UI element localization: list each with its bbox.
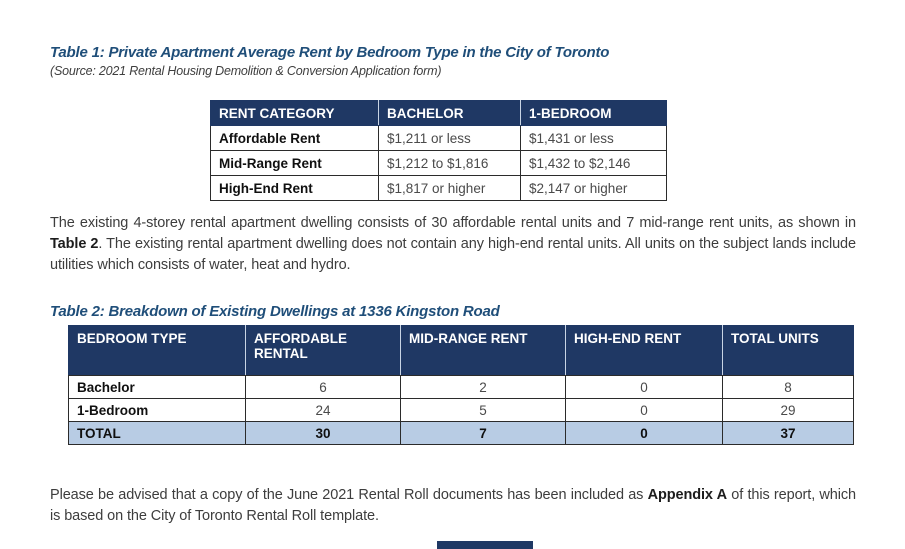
table2-title: Table 2: Breakdown of Existing Dwellings… (50, 303, 500, 320)
table2-header-row: BEDROOM TYPE AFFORDABLE RENTAL MID-RANGE… (68, 325, 854, 376)
table1-cell-bachelor: $1,212 to $1,816 (378, 150, 521, 176)
table2-header-high-end-rent: HIGH-END RENT (565, 325, 723, 376)
table-row: Bachelor 6 2 0 8 (68, 375, 854, 399)
table-row: Mid-Range Rent $1,212 to $1,816 $1,432 t… (210, 150, 667, 176)
table-row: 1-Bedroom 24 5 0 29 (68, 398, 854, 422)
paragraph-rental-roll: Please be advised that a copy of the Jun… (50, 485, 856, 527)
table1-cell-category: High-End Rent (210, 175, 379, 201)
table2-cell-total: 8 (722, 375, 854, 399)
table2-total-row: TOTAL 30 7 0 37 (68, 421, 854, 445)
table2-header-bedroom-type: BEDROOM TYPE (68, 325, 246, 376)
paragraph-existing-units: The existing 4-storey rental apartment d… (50, 213, 856, 276)
table1-cell-1-bedroom: $2,147 or higher (520, 175, 667, 201)
table1-source-note: (Source: 2021 Rental Housing Demolition … (50, 64, 442, 78)
table2-cell-high-end: 0 (565, 375, 723, 399)
table1-header-row: RENT CATEGORY BACHELOR 1-BEDROOM (210, 100, 667, 126)
table-row: High-End Rent $1,817 or higher $2,147 or… (210, 175, 667, 201)
paragraph-text: of this report, which is based on the Ci… (50, 487, 856, 524)
table2-cell-total-units-total: 37 (722, 421, 854, 445)
table2-cell-affordable: 6 (245, 375, 401, 399)
table2-cell-mid-range: 2 (400, 375, 566, 399)
table2-header-affordable-rental: AFFORDABLE RENTAL (245, 325, 401, 376)
table-row: Affordable Rent $1,211 or less $1,431 or… (210, 125, 667, 151)
table1-header-1-bedroom: 1-BEDROOM (520, 100, 667, 126)
table2-dwelling-breakdown: BEDROOM TYPE AFFORDABLE RENTAL MID-RANGE… (68, 325, 854, 445)
table2-header-mid-range-rent: MID-RANGE RENT (400, 325, 566, 376)
table2-cell-bedroom-type: 1-Bedroom (68, 398, 246, 422)
table2-cell-mid-range: 5 (400, 398, 566, 422)
table2-cell-total-label: TOTAL (68, 421, 246, 445)
table1-cell-bachelor: $1,211 or less (378, 125, 521, 151)
paragraph-text: Please be advised that a copy of the Jun… (50, 487, 648, 503)
paragraph-text: . The existing rental apartment dwelling… (50, 236, 856, 273)
table2-cell-mid-range-total: 7 (400, 421, 566, 445)
table1-cell-1-bedroom: $1,431 or less (520, 125, 667, 151)
table1-cell-category: Mid-Range Rent (210, 150, 379, 176)
table1-cell-category: Affordable Rent (210, 125, 379, 151)
table1-header-bachelor: BACHELOR (378, 100, 521, 126)
table2-cell-total: 29 (722, 398, 854, 422)
table2-cell-high-end-total: 0 (565, 421, 723, 445)
table1-cell-1-bedroom: $1,432 to $2,146 (520, 150, 667, 176)
table2-cell-high-end: 0 (565, 398, 723, 422)
appendix-a-reference: Appendix A (647, 487, 728, 503)
table2-cell-affordable: 24 (245, 398, 401, 422)
table1-rent-categories: RENT CATEGORY BACHELOR 1-BEDROOM Afforda… (210, 100, 667, 201)
footer-bar (437, 541, 533, 549)
table2-reference: Table 2 (50, 236, 99, 252)
table1-header-rent-category: RENT CATEGORY (210, 100, 379, 126)
paragraph-text: The existing 4-storey rental apartment d… (50, 215, 856, 231)
table2-header-total-units: TOTAL UNITS (722, 325, 854, 376)
table1-cell-bachelor: $1,817 or higher (378, 175, 521, 201)
table1-title: Table 1: Private Apartment Average Rent … (50, 44, 610, 61)
table2-cell-bedroom-type: Bachelor (68, 375, 246, 399)
table2-cell-affordable-total: 30 (245, 421, 401, 445)
